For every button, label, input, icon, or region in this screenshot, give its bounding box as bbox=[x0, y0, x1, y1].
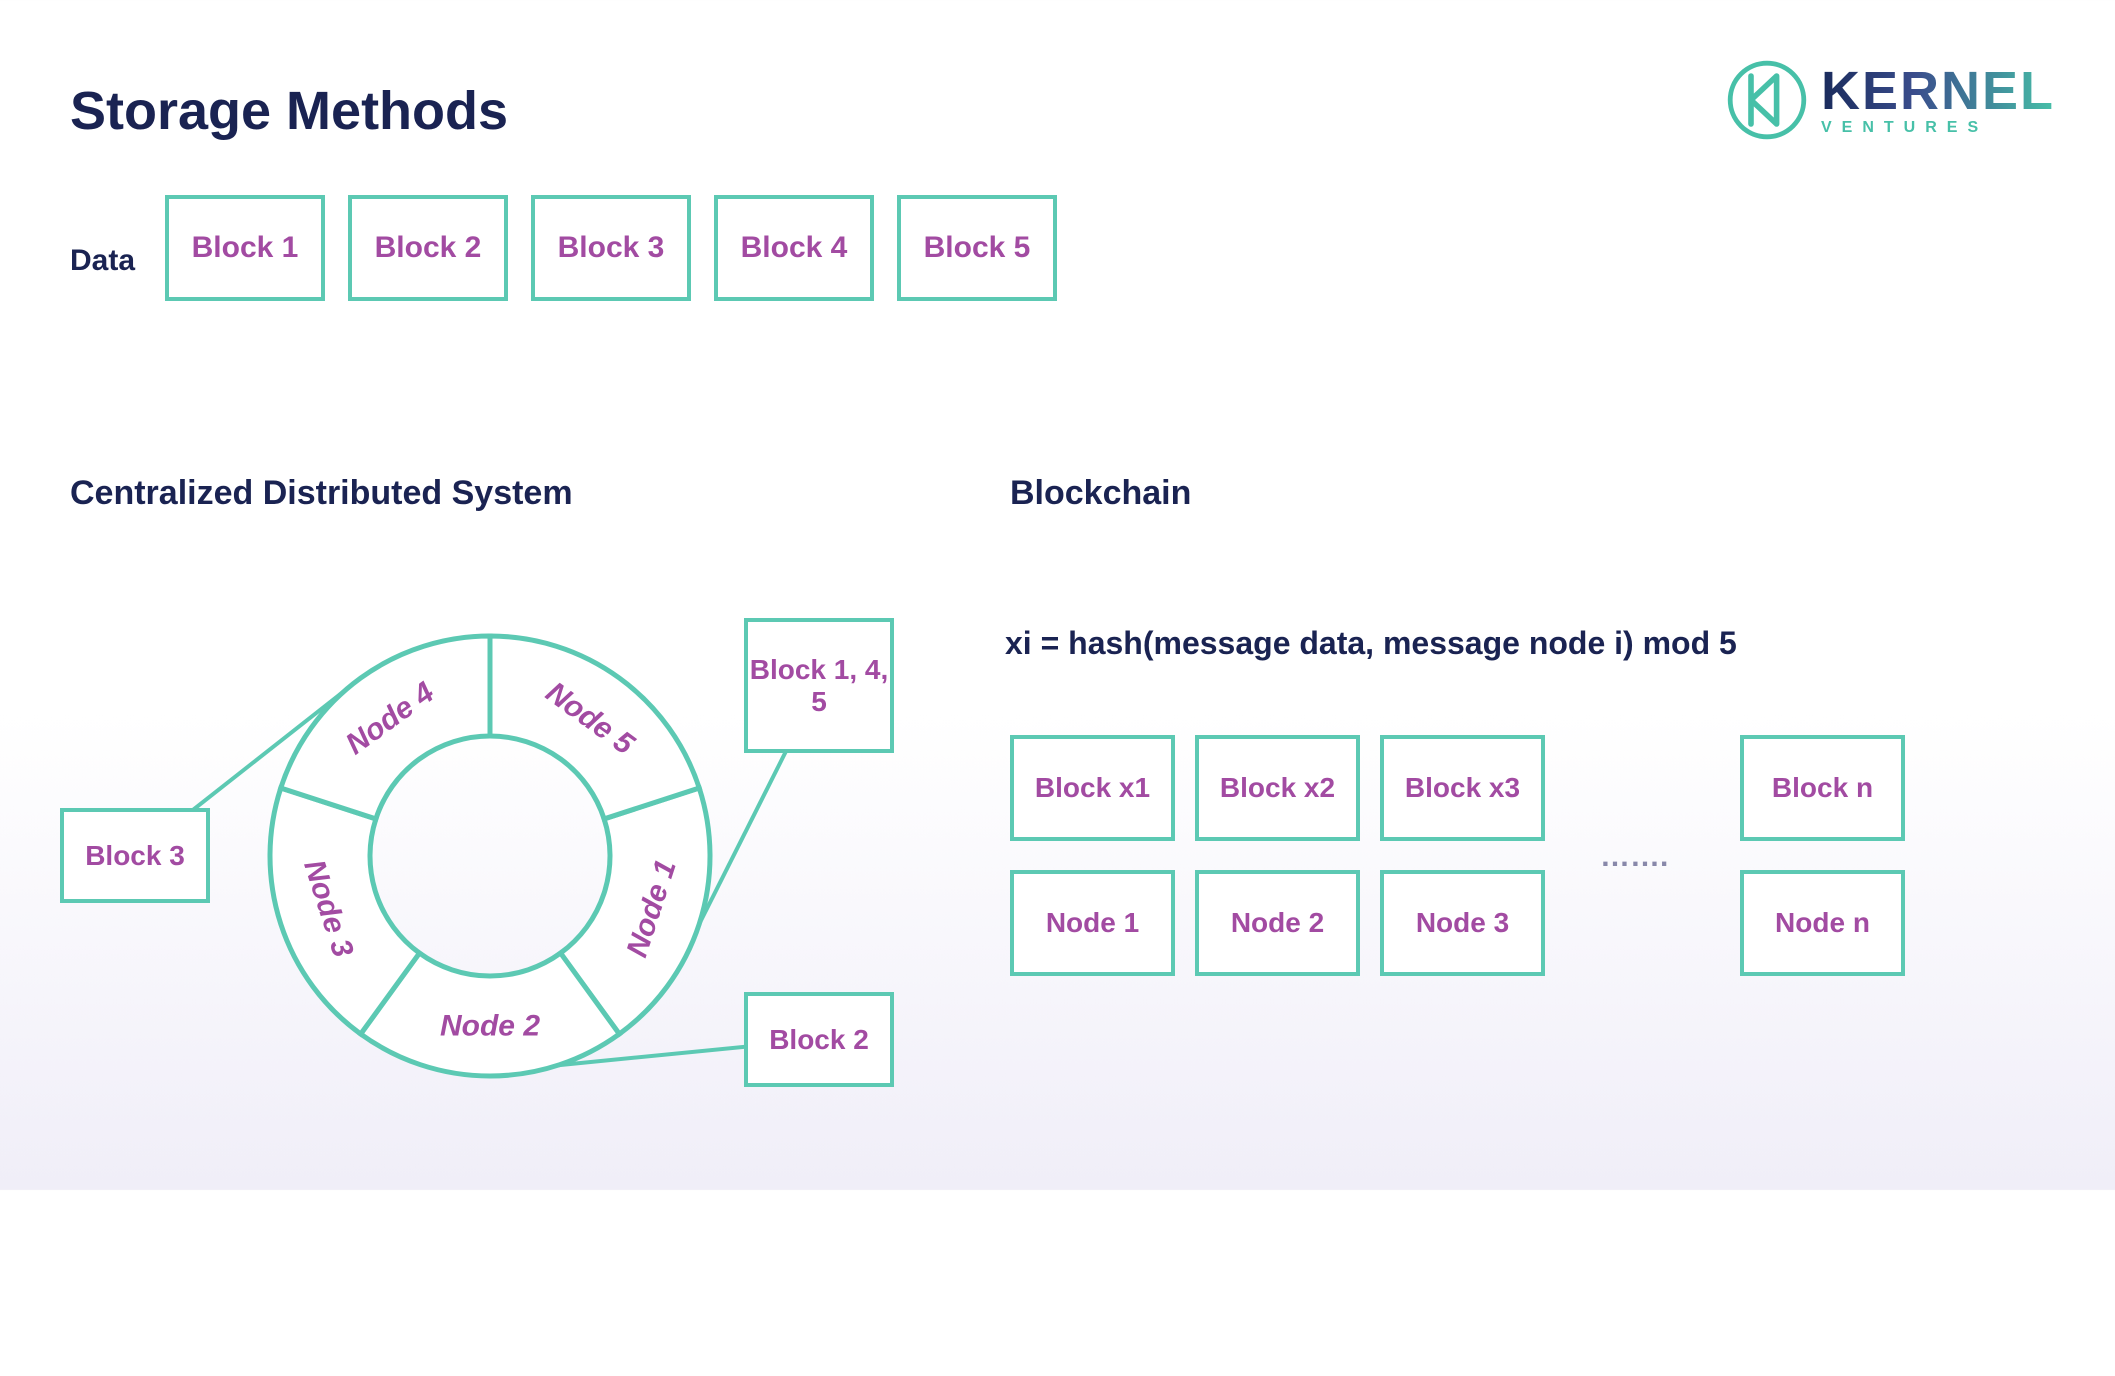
ring-node-label: Node 2 bbox=[440, 1010, 540, 1043]
blockchain-block-box: Block n bbox=[1740, 735, 1905, 841]
ring-outer-box: Block 2 bbox=[744, 992, 894, 1087]
data-box: Block 5 bbox=[897, 195, 1057, 301]
blockchain-block-box: Block x2 bbox=[1195, 735, 1360, 841]
data-box: Block 1 bbox=[165, 195, 325, 301]
blockchain-node-box: Node 3 bbox=[1380, 870, 1545, 976]
blockchain-node-box: Node 1 bbox=[1010, 870, 1175, 976]
page-title: Storage Methods bbox=[70, 80, 508, 142]
data-box: Block 2 bbox=[348, 195, 508, 301]
logo-sub-text: VENTURES bbox=[1821, 120, 2055, 136]
logo-icon bbox=[1727, 60, 1807, 140]
data-box: Block 3 bbox=[531, 195, 691, 301]
data-row-label: Data bbox=[70, 244, 135, 278]
blockchain-block-box: Block x1 bbox=[1010, 735, 1175, 841]
ring-outer-box: Block 3 bbox=[60, 808, 210, 903]
logo-main-text: KERNEL bbox=[1821, 64, 2055, 118]
blockchain-node-box: Node 2 bbox=[1195, 870, 1360, 976]
blockchain-block-box: Block x3 bbox=[1380, 735, 1545, 841]
brand-logo: KERNEL VENTURES bbox=[1727, 60, 2055, 140]
blockchain-heading: Blockchain bbox=[1010, 474, 1191, 513]
blockchain-node-box: Node n bbox=[1740, 870, 1905, 976]
ellipsis-dots: ……. bbox=[1600, 840, 1668, 874]
hash-formula: xi = hash(message data, message node i) … bbox=[1005, 625, 1737, 662]
ring-outer-box: Block 1, 4, 5 bbox=[744, 618, 894, 753]
data-box: Block 4 bbox=[714, 195, 874, 301]
